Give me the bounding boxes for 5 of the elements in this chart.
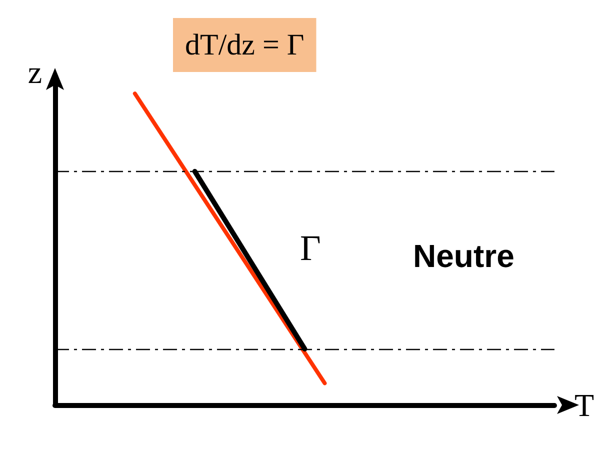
x-axis-title: T [574, 387, 594, 423]
y-axis-title: z [28, 54, 42, 90]
annotation: Neutre [413, 238, 514, 274]
annotation: Γ [300, 228, 321, 268]
text: dT/dz = Γ [185, 28, 304, 62]
